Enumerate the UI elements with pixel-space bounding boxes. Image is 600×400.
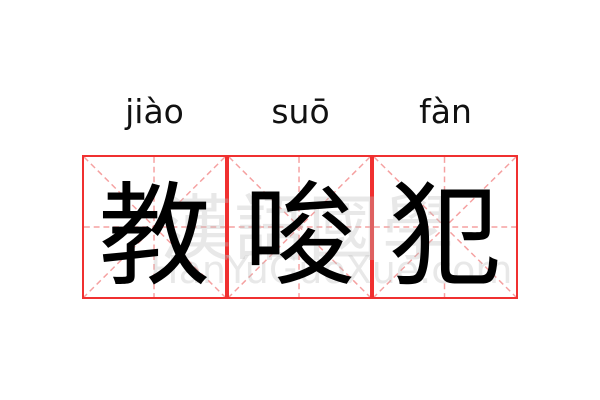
pinyin-1: jiào — [125, 92, 184, 131]
pinyin-3: fàn — [419, 92, 472, 131]
guide-lines — [374, 157, 516, 297]
character-cell-1: 教 — [82, 155, 227, 302]
pinyin-2: suō — [271, 92, 330, 131]
guide-lines — [229, 157, 370, 297]
character-cell-3: 犯 — [372, 155, 518, 302]
guide-lines — [84, 157, 225, 297]
character-cell-2: 唆 — [227, 155, 372, 302]
character-grid: 教 唆 犯 — [82, 155, 518, 302]
watermark-latin: HanYuGuoXue.com — [150, 248, 513, 292]
hanzi-3: 犯 — [389, 172, 501, 302]
hanzi-1: 教 — [98, 172, 211, 302]
watermark-chinese: 漢語國學 — [160, 187, 457, 271]
hanzi-2: 唆 — [243, 172, 356, 302]
